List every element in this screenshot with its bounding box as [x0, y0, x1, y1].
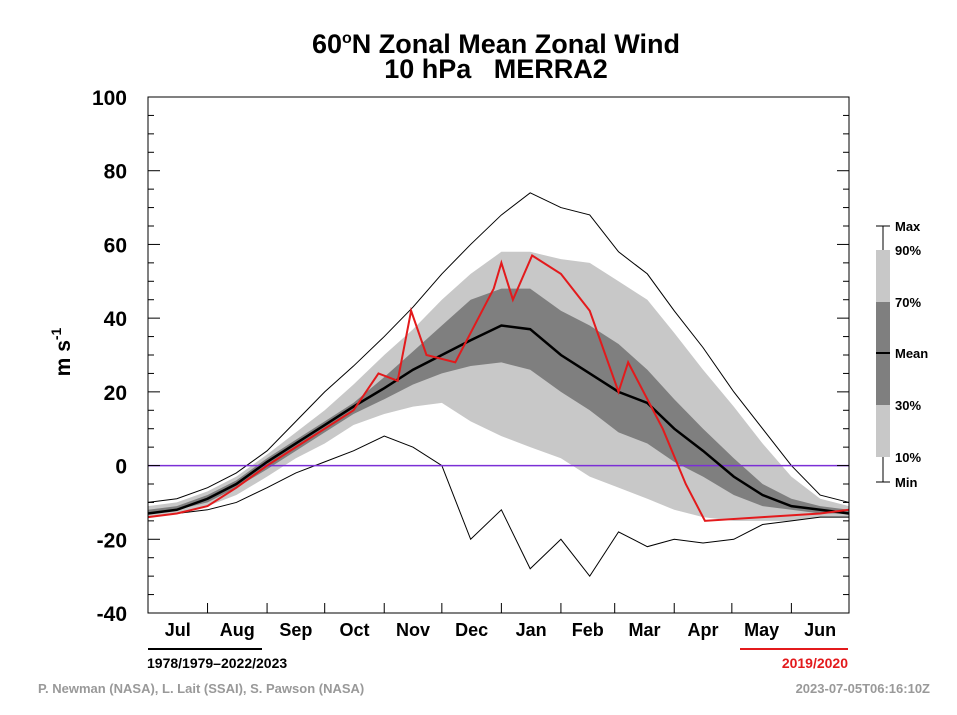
- timestamp: 2023-07-05T06:16:10Z: [796, 681, 930, 696]
- x-tick-label: Jun: [804, 620, 836, 640]
- y-tick-label: 20: [104, 382, 127, 405]
- x-tick-label: Jul: [165, 620, 191, 640]
- y-tick-label: 80: [104, 161, 127, 184]
- x-tick-label: May: [744, 620, 779, 640]
- y-tick-label: 60: [104, 234, 127, 257]
- x-tick-label: Apr: [688, 620, 719, 640]
- legend-label: Max: [895, 219, 921, 234]
- percentile-bands: [148, 251, 849, 521]
- y-tick-label: 40: [104, 308, 127, 331]
- y-axis-label: m s-1: [48, 327, 75, 376]
- legend-label: 30%: [895, 398, 921, 413]
- axes: [147, 96, 850, 614]
- legend-label: Mean: [895, 346, 928, 361]
- series-min: [147, 435, 849, 578]
- x-tick-label: Sep: [279, 620, 312, 640]
- title-latitude: 60: [312, 29, 342, 59]
- series-lines: [147, 192, 850, 578]
- y-tick-label: 100: [92, 87, 127, 110]
- climatology-period-label: 1978/1979–2022/2023: [147, 655, 287, 671]
- legend-label: 70%: [895, 295, 921, 310]
- title-degree-sup: o: [342, 30, 352, 47]
- credits: P. Newman (NASA), L. Lait (SSAI), S. Paw…: [38, 681, 364, 696]
- x-tick-label: Nov: [396, 620, 430, 640]
- y-tick-label: -40: [97, 603, 127, 626]
- legend-label: Min: [895, 475, 917, 490]
- y-axis-label-main: m s: [52, 340, 75, 376]
- y-axis-label-sup: -1: [48, 327, 64, 340]
- highlight-year-label: 2019/2020: [782, 655, 848, 671]
- y-tick-label: -20: [97, 529, 127, 552]
- x-tick-label: Mar: [628, 620, 660, 640]
- title-rest: N Zonal Mean Zonal Wind: [352, 29, 680, 59]
- x-tick-label: Jan: [516, 620, 547, 640]
- x-tick-label: Dec: [455, 620, 488, 640]
- chart-title-line2: 10 hPa MERRA2: [384, 54, 608, 84]
- legend: Max 90% 70% Mean 30% 10% Min: [876, 219, 928, 490]
- series-highlight-year: [147, 254, 850, 522]
- chart-title-line1: 60oN Zonal Mean Zonal Wind: [312, 29, 680, 59]
- y-tick-labels: 100 80 60 40 20 0 -20 -40: [92, 87, 127, 626]
- series-max: [147, 192, 850, 503]
- x-tick-label: Feb: [572, 620, 604, 640]
- x-tick-labels: Jul Aug Sep Oct Nov Dec Jan Feb Mar Apr May Jun: [165, 620, 836, 640]
- legend-label: 90%: [895, 243, 921, 258]
- x-tick-label: Oct: [339, 620, 369, 640]
- y-tick-label: 0: [115, 456, 127, 479]
- x-tick-label: Aug: [220, 620, 255, 640]
- legend-label: 10%: [895, 450, 921, 465]
- series-mean: [147, 324, 850, 515]
